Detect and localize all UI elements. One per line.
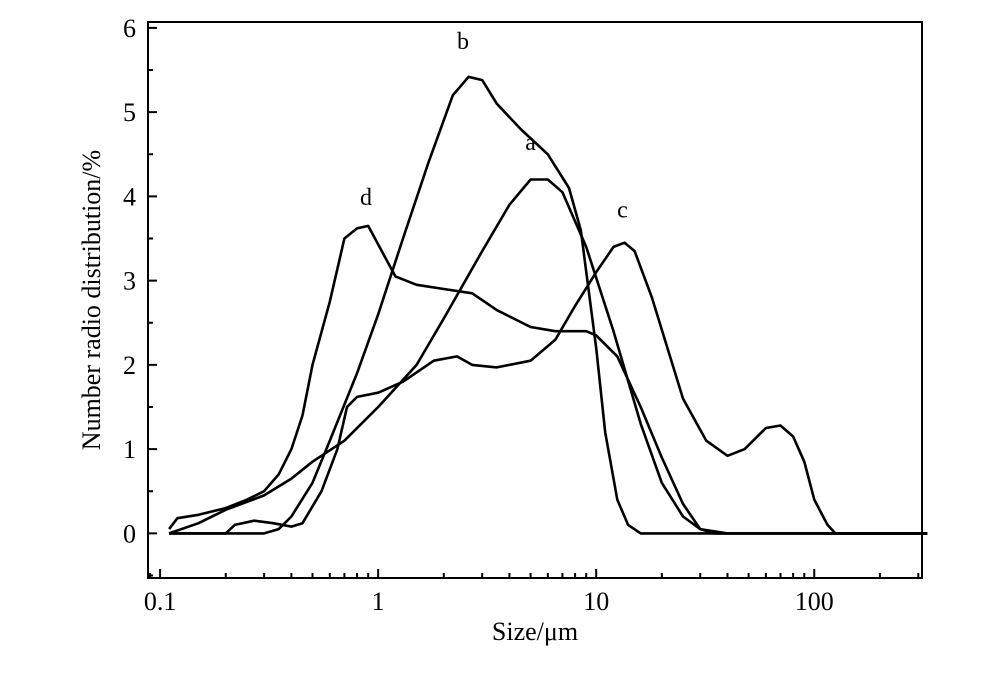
curve-label-c: c [617, 197, 628, 223]
curve-labels: a b c d [360, 29, 628, 223]
axis-ticks [148, 26, 920, 578]
curve-a [168, 178, 928, 535]
curve-d [168, 224, 928, 535]
y-tick-label: 4 [123, 182, 136, 211]
curve-label-a: a [525, 130, 536, 156]
curve-c [169, 241, 928, 535]
curve-b [169, 75, 928, 535]
curve-label-d: d [360, 185, 372, 211]
x-axis-title: Size/μm [492, 617, 578, 646]
y-tick-label: 3 [123, 267, 136, 296]
x-tick-label: 1 [372, 587, 385, 616]
plot-frame [147, 21, 923, 579]
y-tick-label: 6 [123, 14, 136, 43]
curve-label-b: b [457, 29, 469, 55]
curves [168, 75, 928, 535]
y-tick-label: 1 [123, 435, 136, 464]
y-tick-label: 2 [123, 351, 136, 380]
tick-labels: 0 1 2 3 4 5 6 0.1 1 10 100 [123, 14, 834, 616]
y-axis-title: Number radio distribution/% [77, 150, 106, 450]
x-tick-label: 10 [583, 587, 609, 616]
y-tick-label: 5 [123, 98, 136, 127]
x-tick-label: 0.1 [144, 587, 177, 616]
y-tick-label: 0 [123, 519, 136, 548]
x-tick-label: 100 [795, 587, 834, 616]
